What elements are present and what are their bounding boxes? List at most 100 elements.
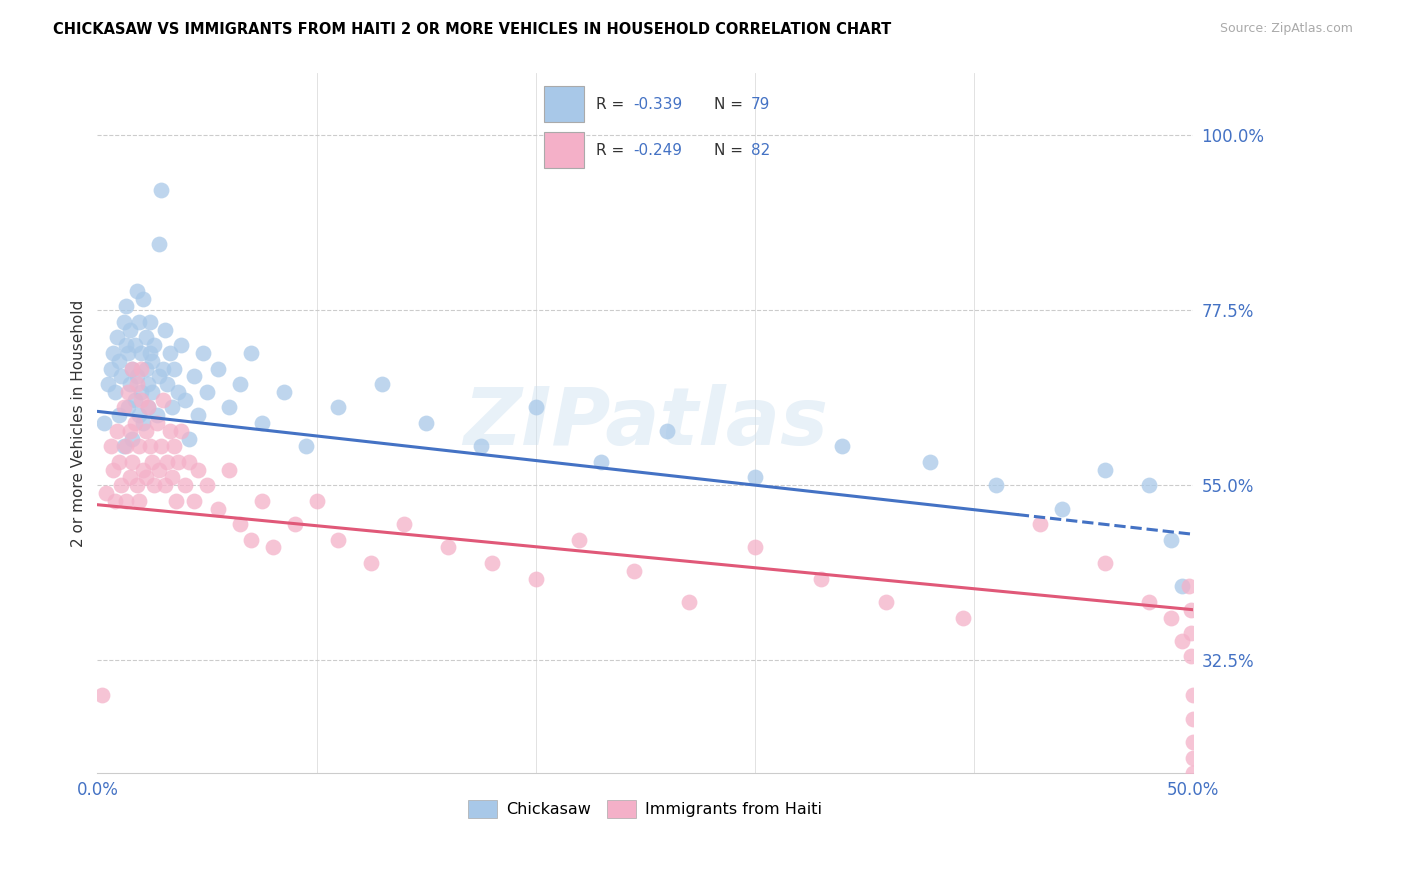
Point <box>120 323 142 337</box>
Point <box>125 478 148 492</box>
Point <box>156 377 179 392</box>
Point <box>104 493 127 508</box>
Point <box>984 478 1007 492</box>
Point <box>167 455 190 469</box>
Point <box>139 346 162 360</box>
Point <box>120 377 142 392</box>
Point <box>1171 633 1194 648</box>
Point <box>125 284 148 298</box>
Point <box>152 361 174 376</box>
Point <box>125 369 148 384</box>
Point <box>110 478 132 492</box>
Point <box>218 463 240 477</box>
Point <box>152 392 174 407</box>
Point <box>262 541 284 555</box>
FancyBboxPatch shape <box>544 132 583 168</box>
Point <box>1182 688 1205 702</box>
Point <box>121 361 143 376</box>
Point <box>568 533 591 547</box>
Point <box>105 330 128 344</box>
Point <box>1182 735 1205 749</box>
Point <box>284 517 307 532</box>
Point <box>657 424 679 438</box>
Point <box>100 361 122 376</box>
Point <box>90 688 112 702</box>
Point <box>744 541 766 555</box>
Point <box>195 384 218 399</box>
Point <box>1180 603 1202 617</box>
Point <box>135 361 157 376</box>
Point <box>1180 649 1202 664</box>
Point <box>141 455 163 469</box>
Point <box>120 424 142 438</box>
Legend: Chickasaw, Immigrants from Haiti: Chickasaw, Immigrants from Haiti <box>461 793 830 824</box>
Point <box>160 401 183 415</box>
Point <box>1171 579 1194 593</box>
Point <box>100 439 122 453</box>
Point <box>1028 517 1050 532</box>
Point <box>195 478 218 492</box>
Point <box>128 493 150 508</box>
Text: ZIPatlas: ZIPatlas <box>463 384 828 462</box>
Point <box>132 292 155 306</box>
Point <box>831 439 853 453</box>
Point <box>207 501 229 516</box>
Point <box>167 384 190 399</box>
Point <box>105 424 128 438</box>
Point <box>591 455 613 469</box>
Point <box>229 377 252 392</box>
Point <box>120 470 142 484</box>
Point <box>952 610 974 624</box>
Point <box>124 416 146 430</box>
Point <box>121 455 143 469</box>
Text: CHICKASAW VS IMMIGRANTS FROM HAITI 2 OR MORE VEHICLES IN HOUSEHOLD CORRELATION C: CHICKASAW VS IMMIGRANTS FROM HAITI 2 OR … <box>53 22 891 37</box>
Point <box>165 493 187 508</box>
Point <box>1050 501 1073 516</box>
Point <box>744 470 766 484</box>
Point <box>229 517 252 532</box>
Y-axis label: 2 or more Vehicles in Household: 2 or more Vehicles in Household <box>72 300 86 547</box>
Point <box>250 493 273 508</box>
Point <box>250 416 273 430</box>
Point <box>132 416 155 430</box>
Point <box>328 533 350 547</box>
Point <box>108 409 131 423</box>
Text: -0.249: -0.249 <box>633 143 682 158</box>
Point <box>1137 595 1160 609</box>
Point <box>920 455 942 469</box>
Point <box>328 401 350 415</box>
Point <box>875 595 897 609</box>
Point <box>129 346 152 360</box>
Point <box>93 416 115 430</box>
Point <box>1160 610 1182 624</box>
Point <box>1182 766 1205 780</box>
Point <box>135 330 157 344</box>
Point <box>145 416 167 430</box>
Point <box>187 463 209 477</box>
Point <box>810 572 832 586</box>
Point <box>112 401 135 415</box>
Point <box>115 493 138 508</box>
Point <box>143 338 166 352</box>
Point <box>371 377 394 392</box>
Point <box>129 384 152 399</box>
Point <box>174 478 197 492</box>
Point <box>125 377 148 392</box>
Text: 79: 79 <box>751 96 770 112</box>
Point <box>191 346 214 360</box>
Point <box>437 541 460 555</box>
Point <box>135 470 157 484</box>
Point <box>148 369 170 384</box>
Point <box>139 315 162 329</box>
Text: N =: N = <box>714 96 748 112</box>
Point <box>135 424 157 438</box>
Point <box>678 595 700 609</box>
Point <box>148 463 170 477</box>
Text: 82: 82 <box>751 143 770 158</box>
Point <box>136 377 159 392</box>
Point <box>1160 533 1182 547</box>
Point <box>115 299 138 313</box>
Point <box>149 183 172 197</box>
Point <box>108 353 131 368</box>
Point <box>155 323 177 337</box>
